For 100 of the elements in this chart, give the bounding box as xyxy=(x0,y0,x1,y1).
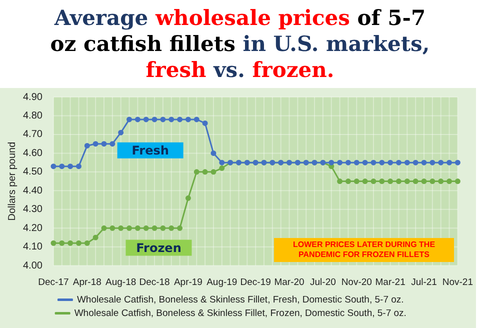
point xyxy=(110,141,116,147)
x-tick-label: Nov-21 xyxy=(442,276,473,288)
point xyxy=(134,225,140,231)
y-tick-label: 4.40 xyxy=(22,185,43,196)
point xyxy=(50,240,56,246)
point xyxy=(379,178,385,184)
point xyxy=(101,225,107,231)
point xyxy=(396,160,402,166)
point xyxy=(354,160,360,166)
point xyxy=(446,178,452,184)
point xyxy=(152,116,158,122)
y-tick-label: 4.00 xyxy=(22,260,43,272)
point xyxy=(370,160,376,166)
point xyxy=(84,240,90,246)
y-tick-label: 4.90 xyxy=(22,92,43,103)
x-tick-label: Jul-21 xyxy=(411,276,437,288)
point xyxy=(76,164,82,170)
y-tick-label: 4.20 xyxy=(22,222,43,234)
point xyxy=(370,178,376,184)
point xyxy=(68,164,74,170)
point xyxy=(168,116,174,122)
point xyxy=(143,116,149,122)
point xyxy=(185,195,191,201)
point xyxy=(160,116,166,122)
point xyxy=(194,116,200,122)
point xyxy=(84,142,90,148)
point xyxy=(446,160,452,166)
point xyxy=(404,160,410,166)
point xyxy=(345,178,351,184)
point xyxy=(337,160,343,166)
point xyxy=(118,130,124,136)
x-tick-label: Mar-21 xyxy=(375,276,406,288)
point xyxy=(50,164,56,170)
point xyxy=(185,116,191,122)
x-tick-label: Aug-18 xyxy=(106,276,136,288)
point xyxy=(68,240,74,246)
point xyxy=(210,150,216,156)
point xyxy=(362,178,368,184)
point xyxy=(388,160,394,166)
point xyxy=(76,240,82,246)
point xyxy=(101,141,107,147)
chart-title: Average wholesale prices of 5-7 oz catfish fillets in U.S. markets, fresh vs. frozen. xyxy=(50,5,430,82)
x-tick-label: Mar-20 xyxy=(274,276,304,288)
x-tick-label: Apr-19 xyxy=(174,276,202,288)
point xyxy=(210,169,216,175)
y-tick-label: 4.50 xyxy=(22,166,43,178)
point xyxy=(396,178,402,184)
point xyxy=(92,234,98,240)
point xyxy=(438,160,444,166)
point xyxy=(177,116,183,122)
point xyxy=(362,160,368,166)
point xyxy=(126,116,132,122)
point xyxy=(168,225,174,231)
point xyxy=(337,178,343,184)
point xyxy=(345,160,351,166)
point xyxy=(177,225,183,231)
y-tick-label: 4.80 xyxy=(22,110,43,122)
point xyxy=(160,225,166,231)
point xyxy=(354,178,360,184)
y-tick-label: 4.10 xyxy=(22,242,43,253)
point xyxy=(126,225,132,231)
point xyxy=(388,178,394,184)
point xyxy=(202,120,208,126)
y-tick-label: 4.70 xyxy=(22,129,43,140)
point xyxy=(194,169,200,175)
point xyxy=(219,165,225,171)
point xyxy=(438,178,444,184)
point xyxy=(421,160,427,166)
point xyxy=(143,225,149,231)
x-tick-label: Jul-20 xyxy=(310,276,336,288)
legend-label: Wholesale Catfish, Boneless & Skinless Fillet, Fresh, Domestic South, 5-7 oz. xyxy=(76,294,404,306)
x-tick-label: Dec-17 xyxy=(38,276,69,288)
x-tick-label: Dec-18 xyxy=(139,276,170,288)
point xyxy=(421,178,427,184)
point xyxy=(404,178,410,184)
legend-label: Wholesale Catfish, Boneless & Skinless Fillet, Frozen, Domestic South, 5-7 oz. xyxy=(74,308,406,319)
point xyxy=(59,164,65,170)
point xyxy=(59,240,65,246)
point xyxy=(152,225,158,231)
point xyxy=(92,141,98,147)
y-axis-title: Dollars per pound xyxy=(6,142,18,221)
point xyxy=(412,160,418,166)
point xyxy=(328,160,334,166)
point xyxy=(219,160,225,166)
x-tick-label: Nov-20 xyxy=(341,276,372,288)
point xyxy=(379,160,385,166)
point xyxy=(430,178,436,184)
annotation: Fresh xyxy=(132,144,169,158)
point xyxy=(110,225,116,231)
point xyxy=(118,225,124,231)
point xyxy=(454,160,460,166)
y-tick-label: 4.30 xyxy=(22,204,43,216)
y-tick-label: 4.60 xyxy=(22,148,43,159)
x-tick-label: Dec-19 xyxy=(240,276,271,288)
x-tick-label: Aug-19 xyxy=(206,276,238,288)
point xyxy=(412,178,418,184)
point xyxy=(202,169,208,175)
x-tick-label: Apr-18 xyxy=(72,276,102,288)
annotation: Frozen xyxy=(136,240,182,255)
point xyxy=(430,160,436,166)
